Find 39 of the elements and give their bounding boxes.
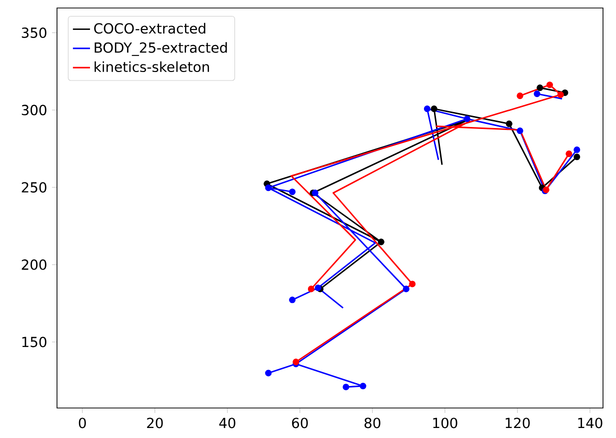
legend-label: COCO-extracted xyxy=(94,22,206,34)
point xyxy=(409,280,416,288)
y-tick-label: 350 xyxy=(22,27,46,38)
x-tick-label: 20 xyxy=(147,418,163,428)
point xyxy=(574,154,580,160)
point xyxy=(424,106,430,112)
legend-label: BODY_25-extracted xyxy=(94,42,227,56)
x-tick-label: 140 xyxy=(578,418,602,428)
x-tick-label: 0 xyxy=(78,418,86,428)
point xyxy=(546,82,553,88)
point xyxy=(574,146,580,154)
x-tick-label: 120 xyxy=(506,418,530,428)
y-tick-label: 300 xyxy=(22,104,46,116)
point xyxy=(557,91,564,98)
point xyxy=(516,92,524,100)
x-tick-label: 80 xyxy=(364,418,380,428)
point xyxy=(378,238,384,246)
x-tick-label: 60 xyxy=(292,418,308,428)
point xyxy=(536,84,544,92)
point xyxy=(430,106,438,112)
point xyxy=(342,384,350,390)
point xyxy=(464,116,470,122)
point xyxy=(265,370,272,376)
point xyxy=(566,150,572,158)
point xyxy=(265,184,272,192)
x-tick-label: 100 xyxy=(433,418,458,428)
y-tick-label: 150 xyxy=(22,336,46,348)
y-tick-label: 200 xyxy=(22,259,46,270)
point xyxy=(308,286,314,292)
point xyxy=(360,382,366,390)
point xyxy=(289,296,296,304)
x-tick-label: 40 xyxy=(219,418,236,428)
point xyxy=(506,120,512,128)
point xyxy=(402,286,410,292)
point xyxy=(516,127,524,134)
point xyxy=(289,188,296,196)
y-tick-label: 250 xyxy=(22,182,46,193)
point xyxy=(534,90,540,98)
legend-label: kinetics-skeleton xyxy=(94,61,209,72)
